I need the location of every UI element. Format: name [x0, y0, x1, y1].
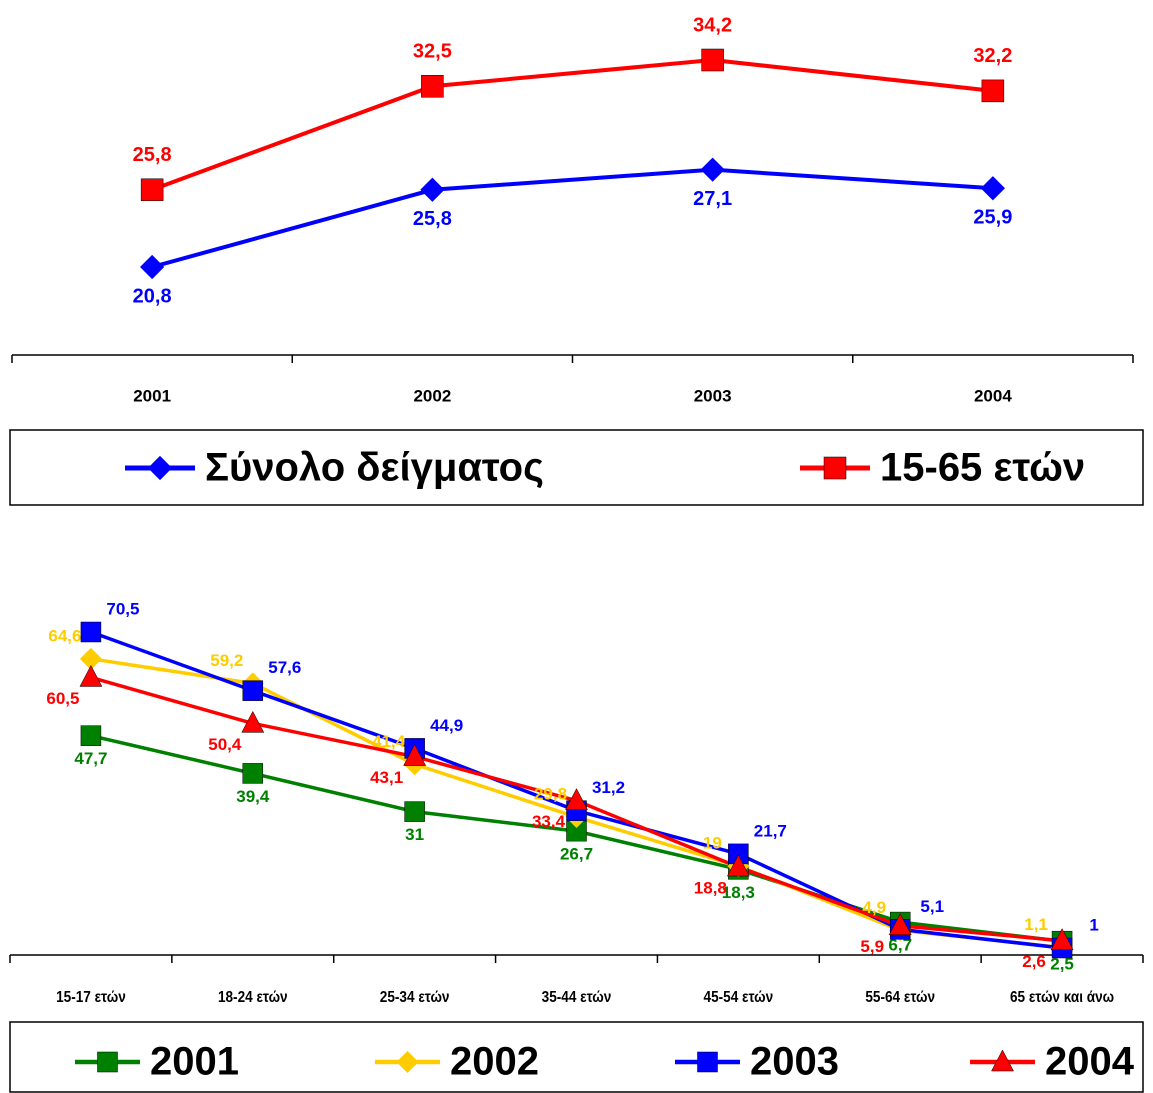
data-label: 27,1: [693, 188, 732, 210]
data-label: 57,6: [268, 658, 301, 677]
marker: [403, 744, 427, 766]
data-label: 50,4: [208, 735, 242, 754]
legend-marker: [823, 456, 847, 480]
legend-label: 15-65 ετών: [880, 446, 1085, 490]
marker: [700, 157, 725, 182]
data-label: 21,7: [754, 821, 787, 840]
data-label: 34,2: [693, 14, 732, 36]
marker: [241, 710, 265, 733]
data-label: 41,4: [372, 732, 406, 751]
marker: [420, 177, 445, 202]
legend-marker: [396, 1051, 419, 1073]
legend-marker: [697, 1051, 718, 1073]
data-label: 31,2: [592, 778, 625, 797]
legend-box: [9, 429, 1144, 506]
marker: [140, 178, 164, 202]
series-line: [151, 167, 994, 269]
data-label: 25,9: [973, 206, 1012, 228]
data-label: 26,7: [560, 845, 593, 864]
marker: [1050, 928, 1074, 950]
x-tick-label: 35-44 ετών: [542, 989, 612, 1006]
x-tick-label: 2004: [974, 386, 1012, 405]
data-label: 5,1: [920, 897, 944, 916]
legend-label: 2004: [1045, 1040, 1135, 1084]
x-tick-label: 2002: [413, 386, 451, 405]
data-label: 19: [703, 834, 722, 853]
data-label: 4,9: [862, 898, 886, 917]
marker: [980, 176, 1005, 201]
marker: [79, 664, 103, 687]
data-label: 47,7: [74, 749, 107, 768]
legend-marker: [991, 1049, 1014, 1072]
data-label: 70,5: [106, 599, 139, 618]
x-tick-label: 2003: [694, 386, 732, 405]
x-tick-label: 18-24 ετών: [218, 989, 288, 1006]
data-label: 2,5: [1050, 955, 1074, 974]
data-label: 25,8: [133, 144, 172, 166]
data-label: 1,1: [1024, 915, 1048, 934]
data-label: 20,8: [133, 285, 172, 307]
marker: [726, 854, 750, 877]
data-label: 1: [1089, 915, 1098, 934]
marker: [981, 79, 1005, 103]
data-label: 64,6: [48, 626, 81, 645]
data-label: 32,2: [973, 45, 1012, 67]
data-label: 6,7: [888, 936, 912, 955]
data-label: 2,6: [1022, 952, 1046, 971]
x-tick-label: 65 ετών και άνω: [1010, 989, 1114, 1006]
marker: [421, 75, 444, 98]
marker: [242, 680, 264, 701]
x-tick-label: 15-17 ετών: [56, 989, 126, 1006]
marker: [701, 48, 724, 72]
marker: [140, 254, 165, 280]
x-tick-label: 55-64 ετών: [865, 989, 935, 1006]
data-label: 18,3: [722, 883, 755, 902]
series-line: [151, 57, 994, 192]
data-label: 18,8: [694, 879, 727, 898]
legend-label: 2001: [150, 1040, 239, 1084]
marker: [242, 763, 264, 784]
data-label: 43,1: [370, 768, 403, 787]
x-tick-label: 2001: [133, 386, 171, 405]
x-tick-label: 45-54 ετών: [704, 989, 774, 1006]
data-label: 5,9: [860, 937, 884, 956]
legend-label: Σύνολο δείγματος: [205, 446, 544, 490]
legend-label: 2003: [750, 1040, 839, 1084]
data-label: 39,4: [236, 787, 270, 806]
x-tick-label: 25-34 ετών: [380, 989, 450, 1006]
legend-marker: [147, 455, 173, 481]
marker: [888, 913, 912, 935]
marker: [80, 725, 102, 746]
data-label: 31: [405, 825, 424, 844]
data-label: 60,5: [46, 689, 79, 708]
data-label: 25,8: [413, 208, 452, 230]
legend-box: [9, 1021, 1144, 1093]
data-label: 59,2: [210, 651, 243, 670]
legend-label: 2002: [450, 1040, 539, 1084]
marker: [79, 647, 102, 670]
data-label: 44,9: [430, 716, 463, 735]
marker: [565, 788, 588, 810]
marker: [404, 801, 425, 822]
data-label: 33,4: [532, 812, 566, 831]
data-label: 32,5: [413, 41, 452, 63]
data-label: 29,8: [534, 785, 567, 804]
marker: [80, 621, 102, 643]
legend-marker: [97, 1051, 118, 1073]
